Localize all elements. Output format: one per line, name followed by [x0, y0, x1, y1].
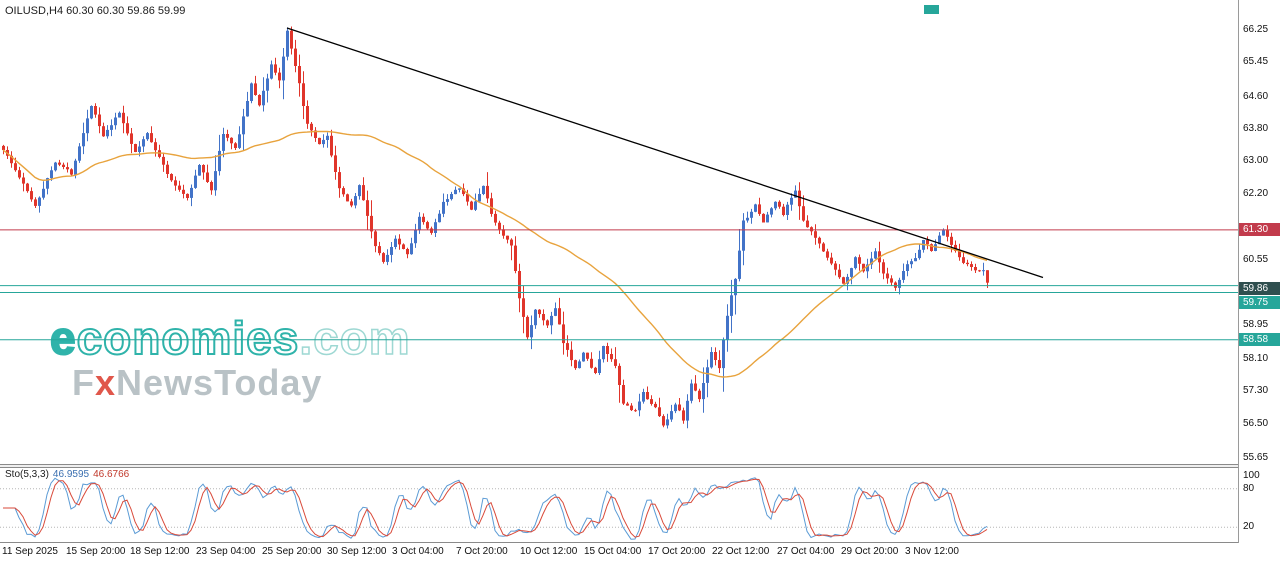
price-tick-label: 56.50 [1243, 418, 1269, 429]
price-tick-label: 58.95 [1243, 319, 1269, 330]
time-label: 18 Sep 12:00 [130, 546, 190, 557]
time-label: 3 Nov 12:00 [905, 546, 959, 557]
sto-value-main: 46.9595 [52, 469, 90, 480]
time-label: 27 Oct 04:00 [777, 546, 835, 557]
price-badge-current: 59.86 [1239, 282, 1280, 295]
stochastic-label: Sto(5,3,3) 46.9595 46.6766 [5, 469, 129, 480]
sto-name: Sto(5,3,3) [5, 469, 49, 480]
watermark: economies.com FxNewsToday [49, 312, 411, 402]
watermark-brand-e: e [49, 312, 77, 364]
watermark-brand-rest: conomies [76, 312, 300, 364]
price-tick-label: 62.20 [1243, 188, 1269, 199]
stochastic-main-line [3, 477, 988, 540]
level-lines [0, 229, 1238, 341]
time-label: 15 Sep 20:00 [66, 546, 126, 557]
price-tick-label: 66.25 [1243, 24, 1269, 35]
chart-title-ohlc: OILUSD,H4 60.30 60.30 59.86 59.99 [5, 5, 186, 17]
price-badge-support: 59.75 [1239, 296, 1280, 309]
price-badge-resistance: 61.30 [1239, 223, 1280, 236]
time-label: 17 Oct 20:00 [648, 546, 706, 557]
descending-trendline[interactable] [286, 27, 1044, 279]
time-label: 30 Sep 12:00 [327, 546, 387, 557]
price-tick-label: 64.60 [1243, 91, 1269, 102]
price-tick-label: 65.45 [1243, 56, 1269, 67]
price-badge-support: 58.58 [1239, 333, 1280, 346]
time-label: 3 Oct 04:00 [392, 546, 444, 557]
price-tick-label: 63.80 [1243, 123, 1269, 134]
price-tick-label: 58.10 [1243, 353, 1269, 364]
time-label: 22 Oct 12:00 [712, 546, 770, 557]
price-axis[interactable]: 66.25 65.45 64.60 63.80 63.00 62.20 60.55 58.95… [1238, 0, 1280, 543]
candles-layer [2, 26, 989, 429]
price-tick-label: 63.00 [1243, 155, 1269, 166]
sto-tick-label: 20 [1243, 521, 1255, 532]
watermark-brand: economies.com [49, 312, 411, 364]
time-label: 10 Oct 12:00 [520, 546, 578, 557]
main-price-chart[interactable] [0, 0, 1238, 466]
time-axis-line [0, 542, 1280, 543]
time-label: 7 Oct 20:00 [456, 546, 508, 557]
time-label: 23 Sep 04:00 [196, 546, 256, 557]
panel-separator[interactable] [0, 464, 1238, 468]
price-tick-label: 57.30 [1243, 385, 1269, 396]
sto-value-signal: 46.6766 [93, 469, 130, 480]
price-tick-label: 60.55 [1243, 254, 1269, 265]
sto-tick-label: 80 [1243, 483, 1255, 494]
time-label: 25 Sep 20:00 [262, 546, 322, 557]
price-tick-label: 55.65 [1243, 452, 1269, 463]
time-axis[interactable]: 11 Sep 2025 15 Sep 20:00 18 Sep 12:00 23 Se… [0, 546, 1280, 564]
watermark-sub-rest: NewsToday [116, 362, 323, 404]
moving-average-line [2, 130, 988, 378]
time-label: 29 Oct 20:00 [841, 546, 899, 557]
sto-tick-label: 100 [1243, 470, 1260, 481]
watermark-sub-x: x [95, 362, 117, 404]
time-label: 11 Sep 2025 [2, 546, 58, 557]
watermark-subbrand: FxNewsToday [72, 364, 411, 402]
watermark-brand-com: .com [299, 312, 411, 364]
watermark-sub-f: F [72, 362, 95, 404]
corner-marker [924, 5, 939, 14]
stochastic-panel[interactable] [0, 466, 1238, 542]
time-label: 15 Oct 04:00 [584, 546, 642, 557]
stochastic-signal-line [3, 478, 988, 538]
